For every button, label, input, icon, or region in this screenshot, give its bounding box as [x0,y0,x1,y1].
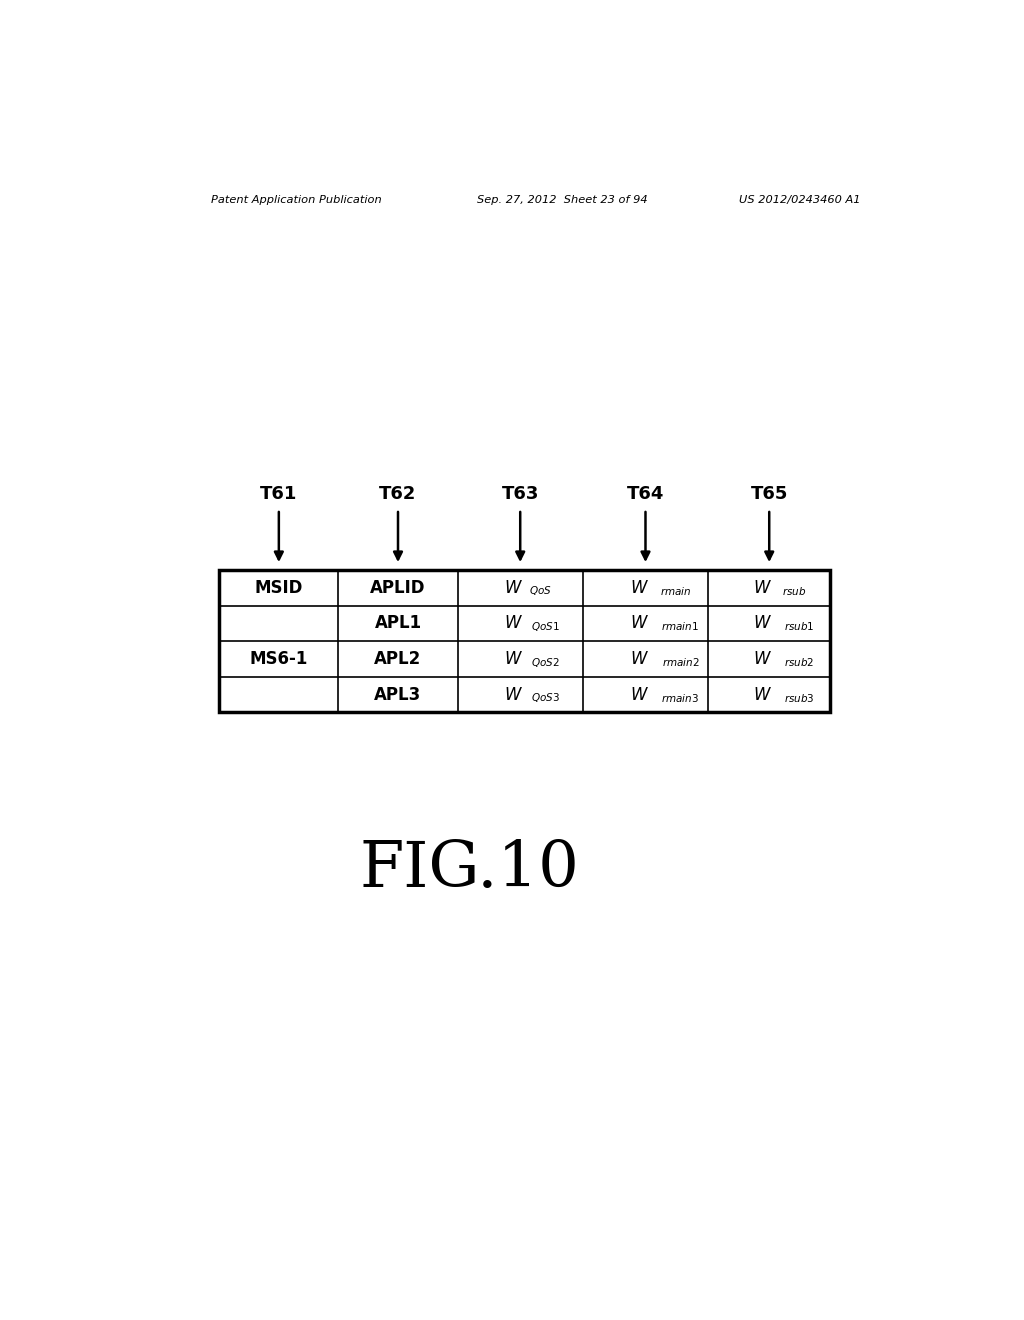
Text: $\mathit{W}$: $\mathit{W}$ [505,649,523,668]
Text: T65: T65 [751,484,787,503]
Text: $\mathit{rsub3}$: $\mathit{rsub3}$ [784,692,815,704]
Text: $\mathit{rsub}$: $\mathit{rsub}$ [782,585,807,597]
Text: $\mathit{W}$: $\mathit{W}$ [505,614,523,632]
Text: $\mathit{rmain3}$: $\mathit{rmain3}$ [662,692,699,704]
Text: $\mathit{W}$: $\mathit{W}$ [630,685,648,704]
Text: $\mathit{W}$: $\mathit{W}$ [630,649,648,668]
Bar [219,570,830,713]
Text: $\mathit{W}$: $\mathit{W}$ [630,614,648,632]
Text: $\mathit{rmain1}$: $\mathit{rmain1}$ [662,620,699,632]
Text: US 2012/0243460 A1: US 2012/0243460 A1 [739,195,860,205]
Text: $\mathit{QoS}$: $\mathit{QoS}$ [529,585,552,598]
Text: T62: T62 [379,484,417,503]
Text: T63: T63 [502,484,539,503]
Text: $\mathit{rsub1}$: $\mathit{rsub1}$ [784,620,815,632]
Text: FIG.10: FIG.10 [359,840,580,900]
Text: MS6-1: MS6-1 [250,649,308,668]
Text: $\mathit{QoS3}$: $\mathit{QoS3}$ [531,692,560,704]
Text: Sep. 27, 2012  Sheet 23 of 94: Sep. 27, 2012 Sheet 23 of 94 [477,195,648,205]
Text: $\mathit{QoS1}$: $\mathit{QoS1}$ [531,620,560,634]
Text: T64: T64 [627,484,665,503]
Text: $\mathit{W}$: $\mathit{W}$ [630,579,648,597]
Text: $\mathit{QoS2}$: $\mathit{QoS2}$ [531,656,560,668]
Text: APL2: APL2 [375,649,422,668]
Text: Patent Application Publication: Patent Application Publication [211,195,382,205]
Text: $\mathit{W}$: $\mathit{W}$ [754,685,772,704]
Text: T61: T61 [260,484,298,503]
Text: $\mathit{W}$: $\mathit{W}$ [505,685,523,704]
Text: $\mathit{W}$: $\mathit{W}$ [505,579,523,597]
Text: APLID: APLID [371,579,426,597]
Text: APL3: APL3 [375,685,422,704]
Text: $\mathit{rmain2}$: $\mathit{rmain2}$ [662,656,699,668]
Text: $\mathit{W}$: $\mathit{W}$ [754,649,772,668]
Text: MSID: MSID [255,579,303,597]
Text: $\mathit{rsub2}$: $\mathit{rsub2}$ [784,656,814,668]
Text: APL1: APL1 [375,614,422,632]
Text: $\mathit{W}$: $\mathit{W}$ [754,579,772,597]
Text: $\mathit{W}$: $\mathit{W}$ [754,614,772,632]
Text: $\mathit{rmain}$: $\mathit{rmain}$ [659,585,691,597]
